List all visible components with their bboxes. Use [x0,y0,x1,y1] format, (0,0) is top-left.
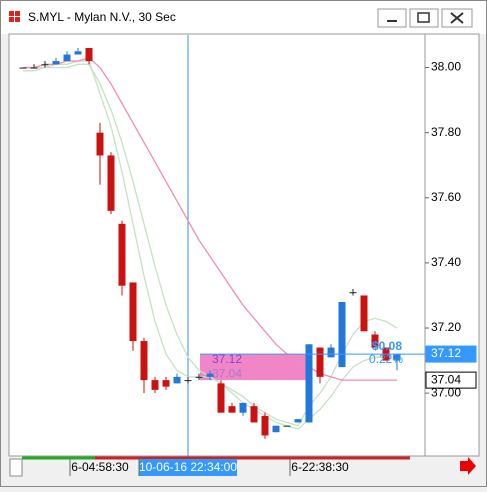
candle-body [261,415,269,436]
candle-body [371,334,379,348]
moving-average [23,57,397,381]
candle-body [327,347,335,358]
candle-body [19,67,27,69]
candle-body [195,376,203,378]
price-marker-label: 37.12 [431,346,461,360]
y-tick-label: 37.00 [431,385,461,399]
candle-body [162,380,170,387]
measure-from-label: 37.04 [212,366,242,380]
candle-body [338,301,346,368]
close-button[interactable] [441,8,473,28]
x-tick-label: 6-22:38:30 [291,460,349,474]
measure-to-label: 37.12 [212,352,242,366]
candle-body [63,54,71,62]
candle-body [349,292,357,294]
candle-body [316,347,324,377]
x-tick-label: 10-06-16 22:34:00 [139,460,237,474]
app-icon [9,11,20,22]
scroll-box[interactable] [9,458,23,477]
measure-change: $0.08 [372,339,402,353]
y-tick-label: 37.40 [431,255,461,269]
candle-body [305,344,313,423]
measure-box [200,354,310,381]
candle-body [52,61,60,65]
scroll-right-arrow[interactable] [460,457,476,475]
y-tick-label: 37.60 [431,190,461,204]
price-marker [425,371,477,389]
candle-body [140,341,148,381]
candle-body [173,376,181,384]
candle-body [228,406,236,413]
y-tick-label: 37.20 [431,320,461,334]
candle-body [272,425,280,433]
candle-body [85,48,93,62]
candle-body [96,132,104,156]
candle-body [107,155,115,211]
measure-percent: 0.22% [369,352,403,366]
candle-body [118,223,126,286]
candle-body [206,373,214,377]
window-title: S.MYL - Mylan N.V., 30 Sec [28,10,176,24]
chart-panel [8,33,480,457]
candle-body [360,295,368,332]
cursor-label-bg [139,459,237,476]
price-marker [425,345,477,363]
candle-body [129,282,137,342]
candle-body [30,67,38,69]
candle-body [393,354,401,361]
y-tick-label: 37.80 [431,125,461,139]
candle-body [250,406,258,423]
candle-body [151,380,159,390]
candle-body [74,51,82,55]
y-tick-label: 38.00 [431,60,461,74]
candle-body [294,419,302,423]
candle-body [41,64,49,66]
price-marker-label: 37.04 [431,372,461,386]
candle-body [217,383,225,413]
maximize-button[interactable] [409,8,439,28]
minimize-button[interactable] [377,8,407,28]
candle-body [184,380,192,382]
candle-body [283,425,291,427]
candle-body [239,402,247,413]
x-tick-label: 6-04:58:30 [71,460,129,474]
